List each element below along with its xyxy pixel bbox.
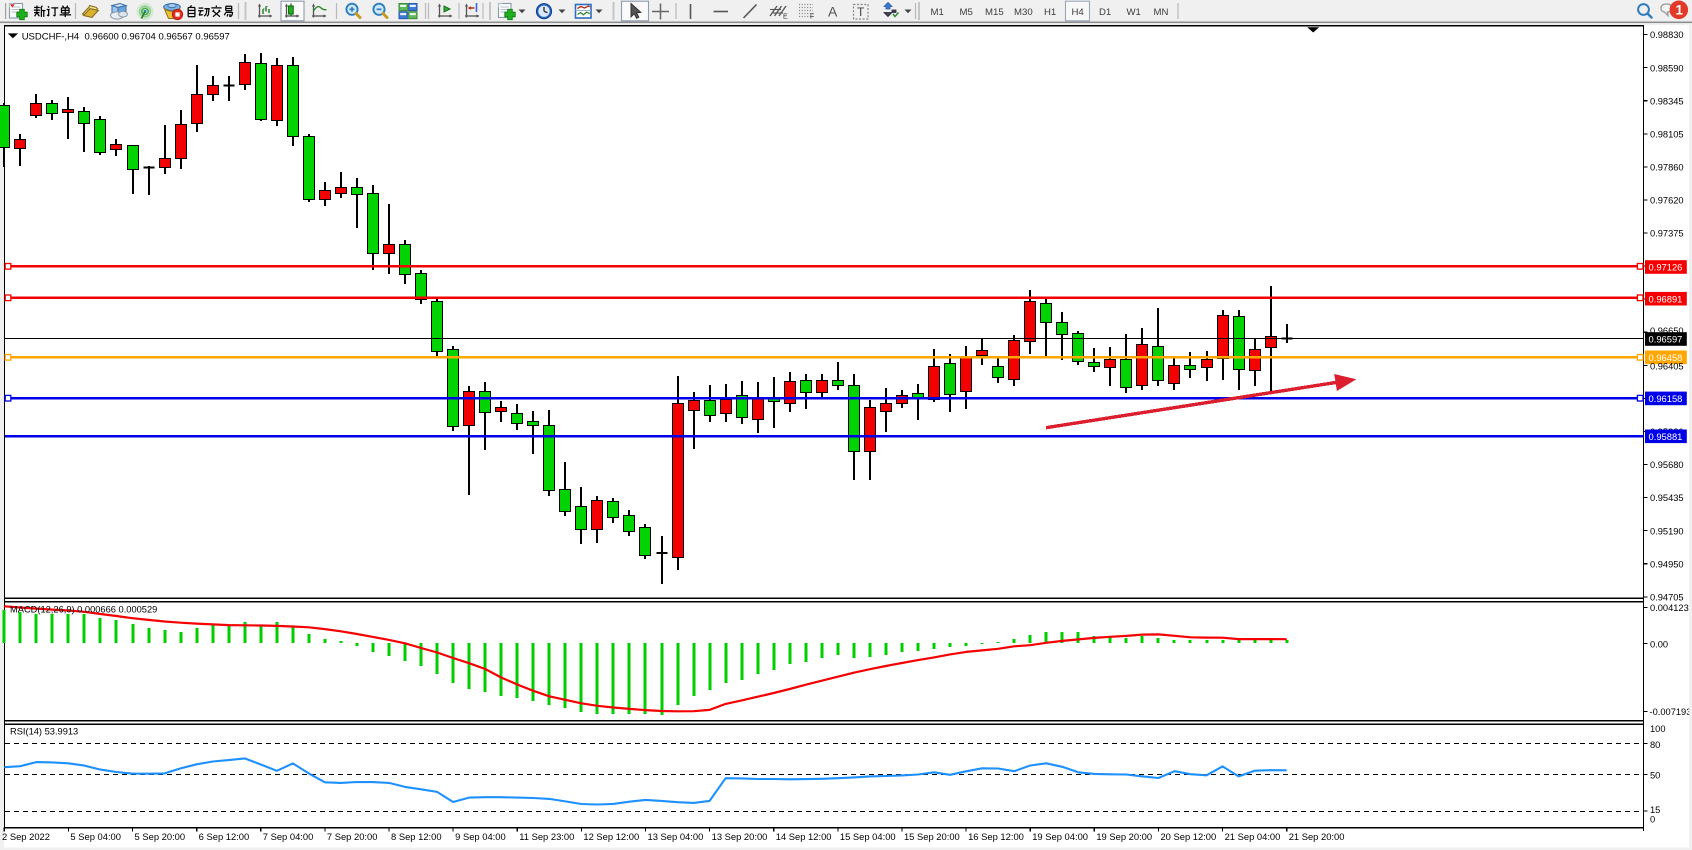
- svg-text:100: 100: [1650, 724, 1666, 734]
- svg-text:M30: M30: [1014, 7, 1033, 18]
- svg-text:0.94950: 0.94950: [1650, 559, 1684, 569]
- svg-text:0.94705: 0.94705: [1650, 592, 1684, 602]
- svg-text:6 Sep 12:00: 6 Sep 12:00: [199, 831, 250, 842]
- svg-text:0.97375: 0.97375: [1650, 229, 1684, 239]
- svg-text:D1: D1: [1099, 7, 1111, 18]
- svg-text:0.97860: 0.97860: [1650, 162, 1684, 172]
- svg-text:0.98590: 0.98590: [1650, 63, 1684, 73]
- svg-text:7 Sep 04:00: 7 Sep 04:00: [263, 831, 314, 842]
- svg-text:0.95881: 0.95881: [1649, 431, 1683, 442]
- svg-text:20 Sep 12:00: 20 Sep 12:00: [1160, 831, 1216, 842]
- svg-text:0.97620: 0.97620: [1650, 196, 1684, 206]
- svg-text:21 Sep 20:00: 21 Sep 20:00: [1289, 831, 1345, 842]
- svg-text:80: 80: [1650, 740, 1660, 750]
- svg-text:0.96891: 0.96891: [1649, 293, 1683, 304]
- svg-text:0.95680: 0.95680: [1650, 460, 1684, 470]
- svg-text:5 Sep 20:00: 5 Sep 20:00: [135, 831, 186, 842]
- svg-text:H4: H4: [1072, 7, 1085, 18]
- svg-text:12 Sep 12:00: 12 Sep 12:00: [583, 831, 639, 842]
- svg-text:F: F: [810, 14, 814, 21]
- svg-text:8 Sep 12:00: 8 Sep 12:00: [391, 831, 442, 842]
- svg-text:7 Sep 20:00: 7 Sep 20:00: [327, 831, 378, 842]
- svg-text:0.98345: 0.98345: [1650, 96, 1684, 106]
- svg-text:9 Sep 04:00: 9 Sep 04:00: [455, 831, 506, 842]
- svg-text:0: 0: [1650, 815, 1655, 825]
- svg-text:16 Sep 12:00: 16 Sep 12:00: [968, 831, 1024, 842]
- svg-text:0.98105: 0.98105: [1650, 129, 1684, 139]
- svg-text:0.95190: 0.95190: [1650, 526, 1684, 536]
- svg-text:11 Sep 23:00: 11 Sep 23:00: [519, 831, 574, 842]
- svg-text:19 Sep 20:00: 19 Sep 20:00: [1096, 831, 1152, 842]
- svg-text:13 Sep 04:00: 13 Sep 04:00: [648, 831, 704, 842]
- svg-text:M1: M1: [931, 7, 944, 18]
- svg-text:1: 1: [1676, 3, 1684, 18]
- svg-text:MN: MN: [1154, 7, 1169, 18]
- svg-text:H1: H1: [1044, 7, 1056, 18]
- svg-text:0.96597: 0.96597: [1649, 334, 1683, 345]
- svg-text:0.004123: 0.004123: [1650, 603, 1689, 613]
- svg-text:-0.007193: -0.007193: [1650, 707, 1692, 717]
- svg-text:0.96158: 0.96158: [1649, 393, 1683, 404]
- svg-text:MACD(12,26,9) 0.000666 0.00052: MACD(12,26,9) 0.000666 0.000529: [10, 604, 157, 614]
- svg-text:13 Sep 20:00: 13 Sep 20:00: [712, 831, 768, 842]
- svg-text:0.96405: 0.96405: [1650, 362, 1684, 372]
- svg-text:19 Sep 04:00: 19 Sep 04:00: [1032, 831, 1088, 842]
- svg-text:E: E: [783, 14, 788, 21]
- svg-text:15 Sep 04:00: 15 Sep 04:00: [840, 831, 896, 842]
- svg-text:5 Sep 04:00: 5 Sep 04:00: [70, 831, 121, 842]
- svg-text:2 Sep 2022: 2 Sep 2022: [2, 831, 50, 842]
- svg-text:0.96650: 0.96650: [1650, 326, 1684, 336]
- svg-text:RSI(14) 53.9913: RSI(14) 53.9913: [10, 727, 78, 737]
- svg-text:15 Sep 20:00: 15 Sep 20:00: [904, 831, 960, 842]
- svg-text:0.96458: 0.96458: [1649, 352, 1683, 363]
- svg-text:15: 15: [1650, 805, 1660, 815]
- svg-text:USDCHF-,H4 0.96600 0.96704 0.: USDCHF-,H4 0.96600 0.96704 0.96567 0.965…: [22, 31, 230, 42]
- svg-text:21 Sep 04:00: 21 Sep 04:00: [1225, 831, 1281, 842]
- svg-text:M15: M15: [985, 7, 1004, 18]
- svg-text:0.97126: 0.97126: [1649, 262, 1683, 273]
- svg-text:M5: M5: [960, 7, 973, 18]
- svg-text:14 Sep 12:00: 14 Sep 12:00: [776, 831, 832, 842]
- svg-text:0.95435: 0.95435: [1650, 493, 1684, 503]
- svg-text:T: T: [857, 5, 865, 19]
- svg-text:W1: W1: [1127, 7, 1141, 18]
- svg-text:0.00: 0.00: [1650, 640, 1668, 650]
- svg-text:50: 50: [1650, 771, 1660, 781]
- svg-text:A: A: [828, 4, 838, 20]
- svg-text:0.98830: 0.98830: [1650, 30, 1684, 40]
